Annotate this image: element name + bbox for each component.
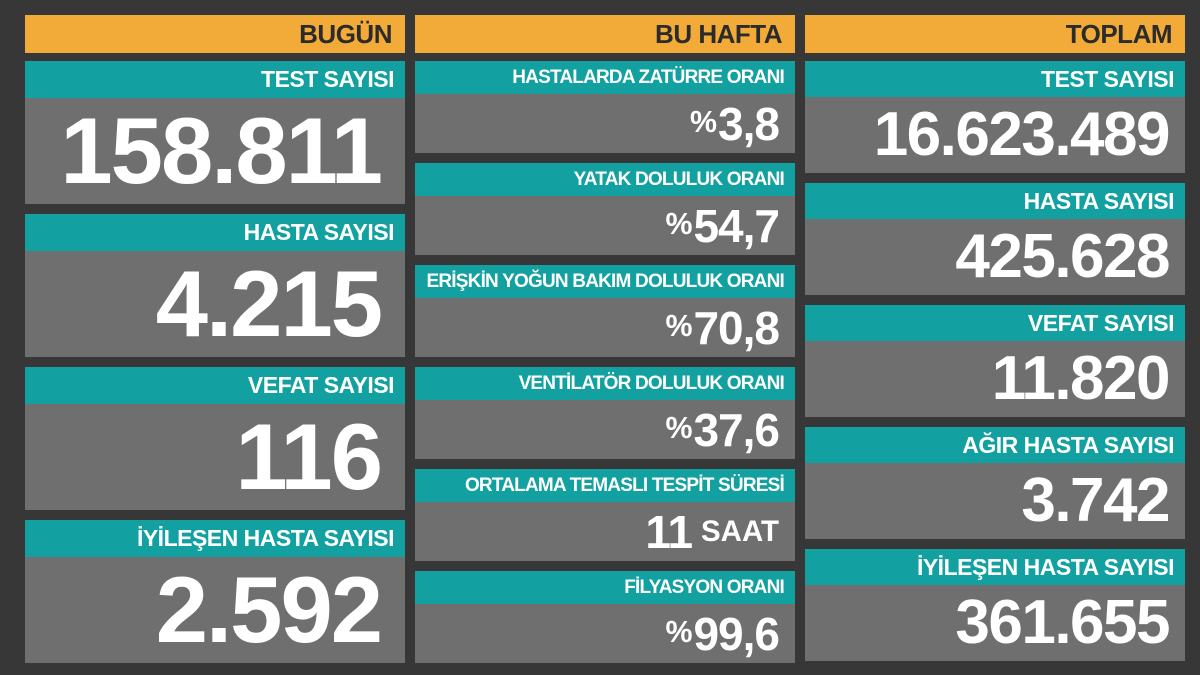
column-total: TOPLAM TEST SAYISI 16.623.489 HASTA SAYI… <box>805 15 1185 663</box>
stat-label: TEST SAYISI <box>261 66 394 92</box>
stat-label-bar: VEFAT SAYISI <box>805 305 1185 341</box>
stat-label: YATAK DOLULUK ORANI <box>573 168 785 190</box>
stat-label: VENTİLATÖR DOLULUK ORANI <box>518 372 785 394</box>
stat-block-total-cases: HASTA SAYISI 425.628 <box>805 183 1185 295</box>
stat-label: TEST SAYISI <box>1041 65 1174 92</box>
stat-block-filiation-rate: FİLYASYON ORANI % 99,6 <box>415 571 795 663</box>
stat-label-bar: VENTİLATÖR DOLULUK ORANI <box>415 367 795 400</box>
stat-label: AĞIR HASTA SAYISI <box>962 431 1174 458</box>
stat-value-panel: 11.820 <box>805 341 1185 417</box>
stat-value-panel: % 3,8 <box>415 94 795 153</box>
percent-sign: % <box>665 412 692 446</box>
stat-value: 37,6 <box>693 403 780 456</box>
stat-label: HASTA SAYISI <box>243 219 395 245</box>
stat-label-bar: FİLYASYON ORANI <box>415 571 795 604</box>
stat-label-bar: YATAK DOLULUK ORANI <box>415 163 795 196</box>
stat-label: FİLYASYON ORANI <box>624 576 785 598</box>
stat-value-panel: 16.623.489 <box>805 97 1185 173</box>
stat-value-panel: 361.655 <box>805 585 1185 661</box>
stat-value-panel: 158.811 <box>25 98 405 204</box>
stat-label: İYİLEŞEN HASTA SAYISI <box>136 525 395 551</box>
stat-block-ventilator-occupancy: VENTİLATÖR DOLULUK ORANI % 37,6 <box>415 367 795 459</box>
stat-label-bar: TEST SAYISI <box>805 61 1185 97</box>
stat-value-panel: 425.628 <box>805 219 1185 295</box>
column-today-header: BUGÜN <box>25 15 405 53</box>
percent-sign: % <box>690 106 717 140</box>
stat-label: HASTA SAYISI <box>1023 187 1175 214</box>
column-header-label: BUGÜN <box>299 18 392 49</box>
stat-value: 11 <box>645 505 693 558</box>
stat-block-total-deaths: VEFAT SAYISI 11.820 <box>805 305 1185 417</box>
stat-unit: SAAT <box>701 514 779 548</box>
stat-block-today-test: TEST SAYISI 158.811 <box>25 61 405 204</box>
stat-block-today-cases: HASTA SAYISI 4.215 <box>25 214 405 357</box>
stat-block-icu-occupancy: ERİŞKİN YOĞUN BAKIM DOLULUK ORANI % 70,8 <box>415 265 795 357</box>
stat-label: ORTALAMA TEMASLI TESPİT SÜRESİ <box>464 474 785 496</box>
stat-value-panel: 4.215 <box>25 251 405 357</box>
column-today: BUGÜN TEST SAYISI 158.811 HASTA SAYISI 4… <box>25 15 405 663</box>
stat-value-panel: 116 <box>25 404 405 510</box>
stat-label: VEFAT SAYISI <box>247 372 395 398</box>
stat-label-bar: HASTA SAYISI <box>25 214 405 251</box>
stat-label-bar: HASTALARDA ZATÜRRE ORANI <box>415 61 795 94</box>
stat-value: 16.623.489 <box>873 100 1171 169</box>
stat-label-bar: İYİLEŞEN HASTA SAYISI <box>805 549 1185 585</box>
column-this-week: BU HAFTA HASTALARDA ZATÜRRE ORANI % 3,8 Y… <box>415 15 795 663</box>
stat-value: 4.215 <box>155 251 383 356</box>
stat-value-panel: % 37,6 <box>415 400 795 459</box>
stat-value-panel: % 99,6 <box>415 604 795 663</box>
stat-value-panel: 11 SAAT <box>415 502 795 561</box>
stat-block-pneumonia-rate: HASTALARDA ZATÜRRE ORANI % 3,8 <box>415 61 795 153</box>
stat-value-panel: % 70,8 <box>415 298 795 357</box>
stat-block-total-recovered: İYİLEŞEN HASTA SAYISI 361.655 <box>805 549 1185 661</box>
stat-value: 361.655 <box>955 588 1170 657</box>
column-total-header: TOPLAM <box>805 15 1185 53</box>
stat-block-contact-tracing-time: ORTALAMA TEMASLI TESPİT SÜRESİ 11 SAAT <box>415 469 795 561</box>
stat-value: 70,8 <box>693 301 780 354</box>
stat-label: ERİŞKİN YOĞUN BAKIM DOLULUK ORANI <box>426 270 785 292</box>
stat-label-bar: İYİLEŞEN HASTA SAYISI <box>25 520 405 557</box>
stat-label-bar: ORTALAMA TEMASLI TESPİT SÜRESİ <box>415 469 795 502</box>
stat-value: 116 <box>235 404 383 509</box>
stat-value: 3.742 <box>1021 466 1170 535</box>
stat-label-bar: AĞIR HASTA SAYISI <box>805 427 1185 463</box>
stat-value: 99,6 <box>693 607 780 660</box>
percent-sign: % <box>665 310 692 344</box>
stat-label-bar: ERİŞKİN YOĞUN BAKIM DOLULUK ORANI <box>415 265 795 298</box>
stat-label-bar: VEFAT SAYISI <box>25 367 405 404</box>
stat-value-panel: 3.742 <box>805 463 1185 539</box>
stat-block-severe-cases: AĞIR HASTA SAYISI 3.742 <box>805 427 1185 539</box>
percent-sign: % <box>665 616 692 650</box>
stat-value: 54,7 <box>693 199 780 252</box>
stat-label: İYİLEŞEN HASTA SAYISI <box>916 553 1175 580</box>
stat-block-bed-occupancy: YATAK DOLULUK ORANI % 54,7 <box>415 163 795 255</box>
stat-value-panel: 2.592 <box>25 557 405 663</box>
stat-label-bar: HASTA SAYISI <box>805 183 1185 219</box>
stat-block-today-deaths: VEFAT SAYISI 116 <box>25 367 405 510</box>
stat-label: HASTALARDA ZATÜRRE ORANI <box>512 66 785 88</box>
percent-sign: % <box>665 208 692 242</box>
stat-block-total-test: TEST SAYISI 16.623.489 <box>805 61 1185 173</box>
column-header-label: BU HAFTA <box>655 18 782 49</box>
stat-value: 425.628 <box>955 222 1170 291</box>
column-this-week-header: BU HAFTA <box>415 15 795 53</box>
stat-value: 3,8 <box>718 97 780 150</box>
stat-value-panel: % 54,7 <box>415 196 795 255</box>
stat-label-bar: TEST SAYISI <box>25 61 405 98</box>
column-header-label: TOPLAM <box>1065 18 1173 49</box>
stat-value: 158.811 <box>60 98 383 203</box>
stat-label: VEFAT SAYISI <box>1027 309 1175 336</box>
stat-value: 2.592 <box>155 557 383 662</box>
stat-value: 11.820 <box>991 344 1171 413</box>
stat-block-today-recovered: İYİLEŞEN HASTA SAYISI 2.592 <box>25 520 405 663</box>
